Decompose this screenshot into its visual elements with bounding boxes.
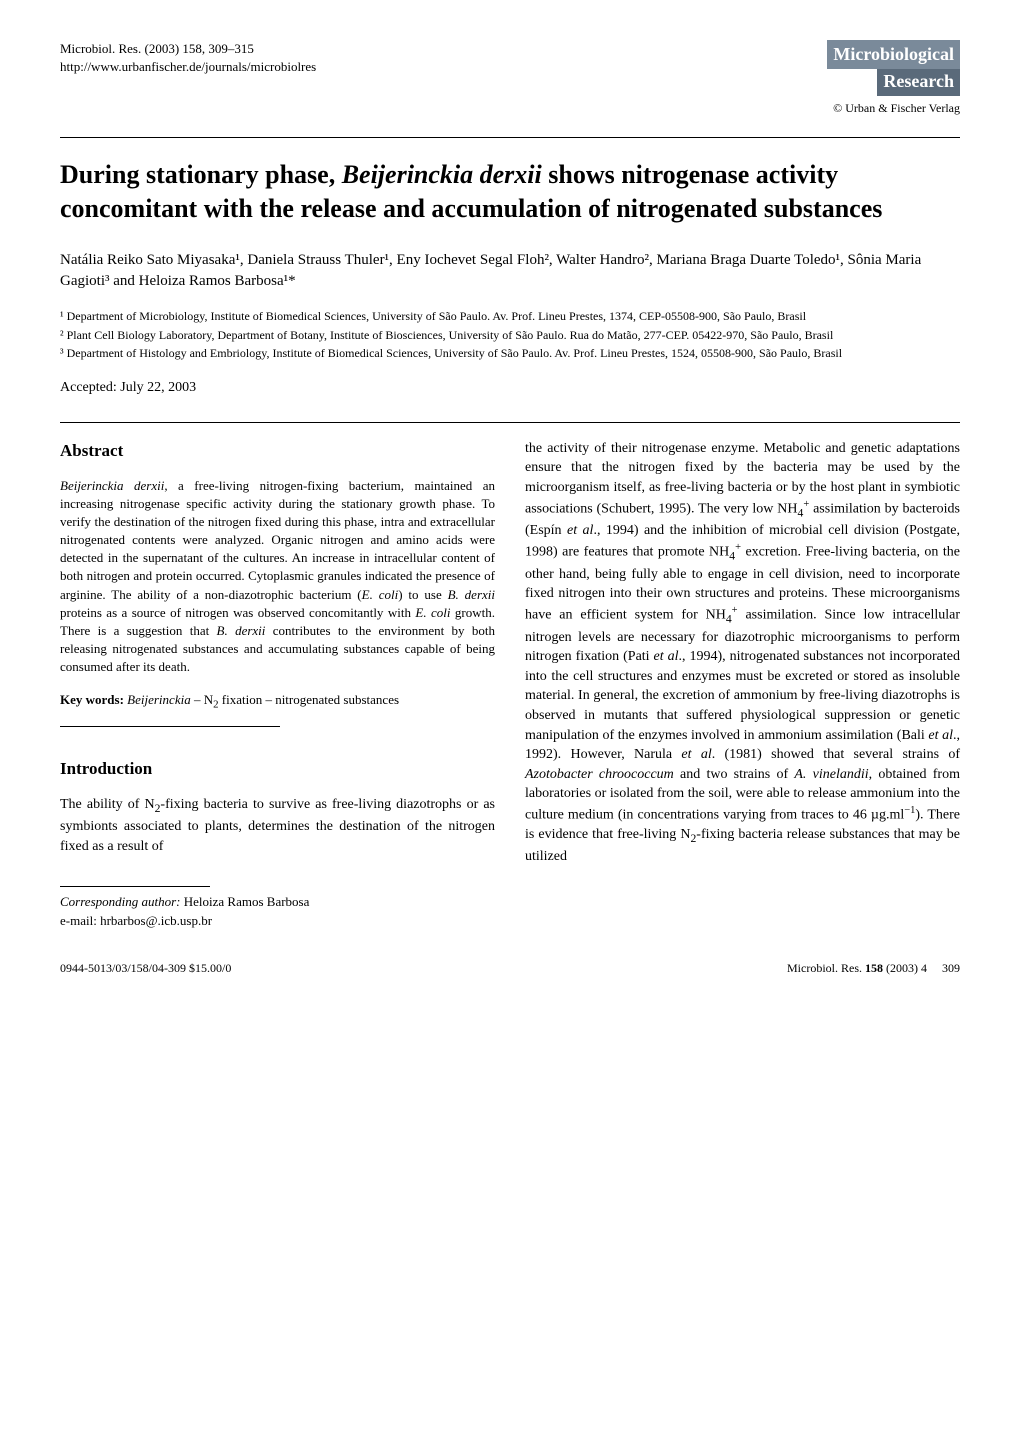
page-number: 309 — [942, 961, 960, 975]
journal-url: http://www.urbanfischer.de/journals/micr… — [60, 58, 316, 76]
author-list: Natália Reiko Sato Miyasaka¹, Daniela St… — [60, 250, 960, 292]
right-column: the activity of their nitrogenase enzyme… — [525, 439, 960, 930]
footer-journal: Microbiol. Res. 158 (2003) 4 — [787, 961, 927, 975]
abstract-text: Beijerinckia derxii, a free-living nitro… — [60, 477, 495, 677]
footer-left: 0944-5013/03/158/04-309 $15.00/0 — [60, 960, 231, 977]
journal-reference: Microbiol. Res. (2003) 158, 309–315 http… — [60, 40, 316, 76]
introduction-heading: Introduction — [60, 757, 495, 781]
affiliations: ¹ Department of Microbiology, Institute … — [60, 308, 960, 362]
intro-text-col2: the activity of their nitrogenase enzyme… — [525, 439, 960, 867]
divider-short — [60, 726, 280, 727]
affiliation-3: ³ Department of Histology and Embriology… — [60, 345, 960, 362]
divider-mid — [60, 422, 960, 423]
page-header: Microbiol. Res. (2003) 158, 309–315 http… — [60, 40, 960, 117]
page-footer: 0944-5013/03/158/04-309 $15.00/0 Microbi… — [60, 960, 960, 977]
corr-name: Heloiza Ramos Barbosa — [184, 894, 310, 909]
corr-email: hrbarbos@.icb.usp.br — [100, 913, 212, 928]
affiliation-2: ² Plant Cell Biology Laboratory, Departm… — [60, 327, 960, 344]
journal-badge: Microbiological Research © Urban & Fisch… — [827, 40, 960, 117]
keywords: Key words: Beijerinckia – N2 fixation – … — [60, 691, 495, 713]
abstract-heading: Abstract — [60, 439, 495, 463]
corr-label: Corresponding author: — [60, 894, 181, 909]
publisher-line: © Urban & Fischer Verlag — [827, 100, 960, 117]
corr-email-label: e-mail: — [60, 913, 97, 928]
journal-name-top: Microbiological — [827, 40, 960, 69]
left-column: Abstract Beijerinckia derxii, a free-liv… — [60, 439, 495, 930]
intro-text-col1: The ability of N2-fixing bacteria to sur… — [60, 795, 495, 856]
divider-footer — [60, 886, 210, 887]
journal-name-bottom: Research — [877, 67, 960, 96]
footer-right: Microbiol. Res. 158 (2003) 4 309 — [787, 960, 960, 977]
divider-top — [60, 137, 960, 138]
affiliation-1: ¹ Department of Microbiology, Institute … — [60, 308, 960, 325]
keywords-label: Key words: — [60, 692, 124, 707]
corresponding-author: Corresponding author: Heloiza Ramos Barb… — [60, 893, 495, 929]
accepted-date: Accepted: July 22, 2003 — [60, 378, 960, 398]
article-title: During stationary phase, Beijerinckia de… — [60, 158, 960, 226]
journal-citation: Microbiol. Res. (2003) 158, 309–315 — [60, 40, 316, 58]
content-columns: Abstract Beijerinckia derxii, a free-liv… — [60, 439, 960, 930]
